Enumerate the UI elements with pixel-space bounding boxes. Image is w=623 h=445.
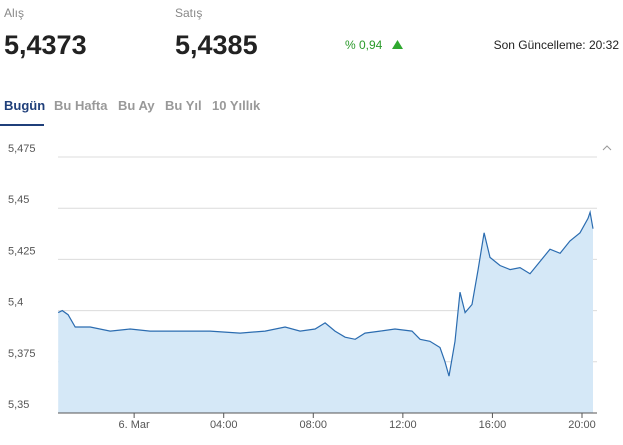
x-tick-label: 08:00 (300, 419, 328, 431)
active-tab-underline (0, 124, 44, 126)
updated: Son Güncelleme: 20:32 (493, 38, 619, 52)
tab[interactable]: 10 Yıllık (212, 98, 261, 113)
y-tick-label: 5,45 (8, 194, 29, 206)
y-tick-label: 5,425 (8, 245, 36, 257)
tab[interactable]: Bu Yıl (165, 98, 202, 113)
change: % 0,94 (345, 38, 383, 52)
line (57, 209, 594, 377)
ask-value: 5,4385 (175, 30, 258, 60)
x-tick-label: 16:00 (479, 419, 507, 431)
bid-value: 5,4373 (4, 30, 87, 60)
x-tick-label: 6. Mar (119, 419, 151, 431)
y-tick-label: 5,4 (8, 297, 23, 309)
y-tick-label: 5,375 (8, 348, 36, 360)
x-tick-label: 20:00 (568, 419, 596, 431)
tab[interactable]: Bu Ay (118, 98, 155, 113)
tab[interactable]: Bugün (4, 98, 46, 113)
collapse-chevron[interactable] (602, 145, 612, 151)
area (58, 212, 593, 413)
bid-label: Alış (4, 6, 25, 20)
y-tick-label: 5,35 (8, 399, 29, 411)
x-tick-label: 04:00 (210, 419, 238, 431)
ask-label: Satış (175, 6, 203, 20)
tab[interactable]: Bu Hafta (54, 98, 108, 113)
up-arrow (392, 40, 403, 49)
x-tick-label: 12:00 (389, 419, 417, 431)
y-tick-label: 5,475 (8, 143, 36, 155)
